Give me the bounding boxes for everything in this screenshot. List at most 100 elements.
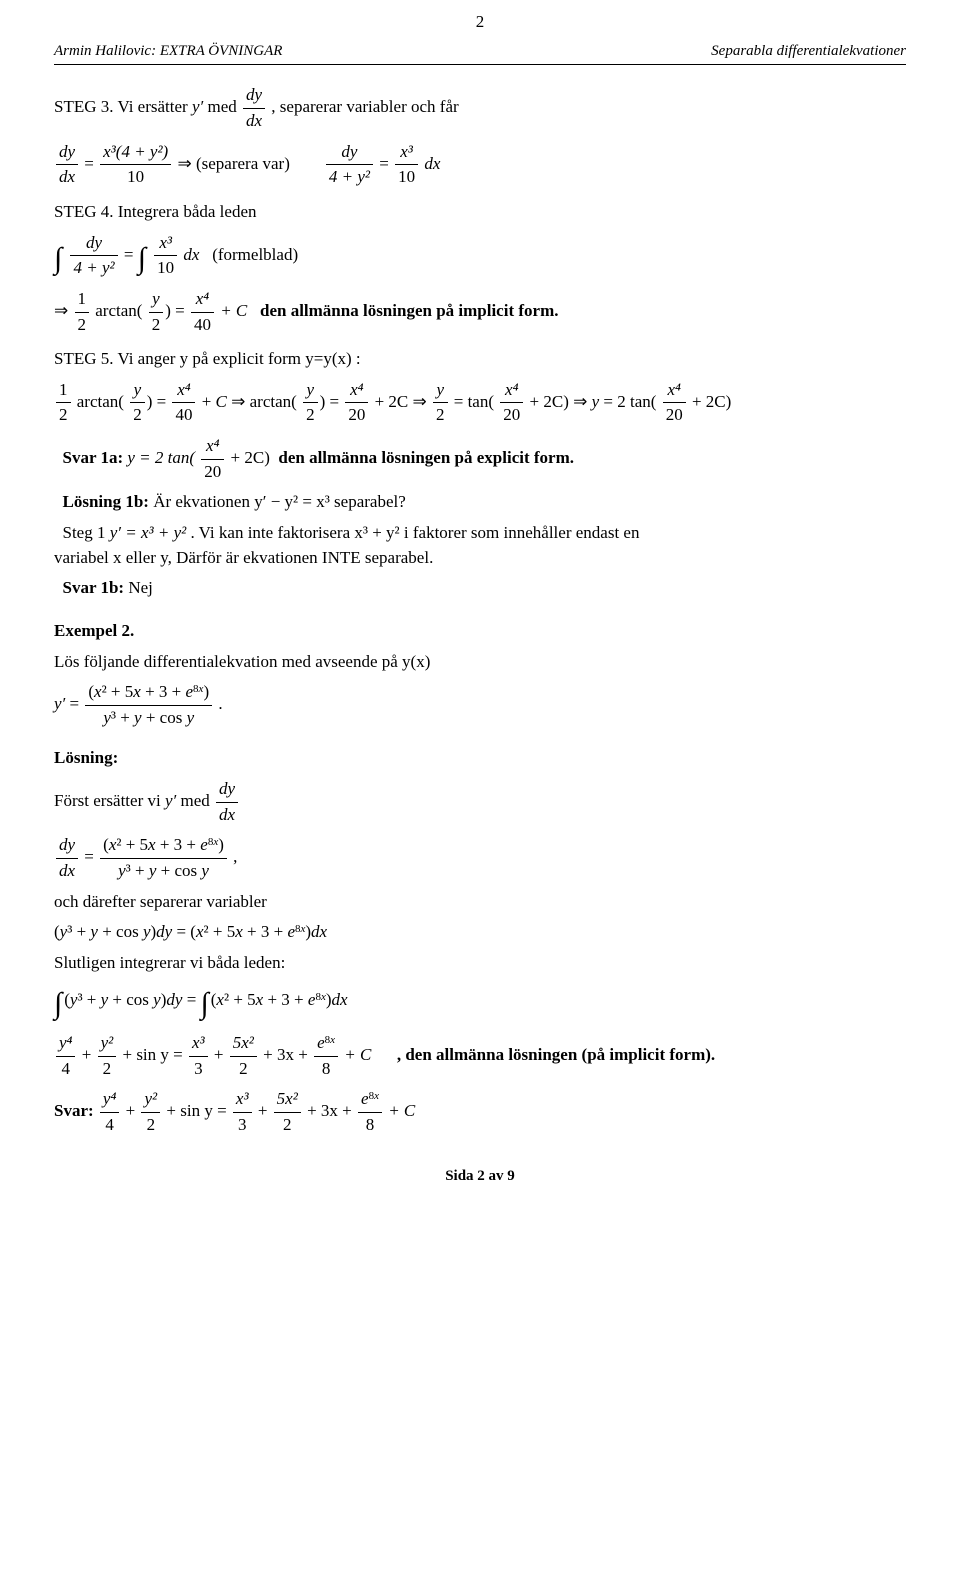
- den: 20: [663, 403, 686, 428]
- num: dy: [326, 140, 373, 166]
- page-number-top: 2: [54, 10, 906, 35]
- x3-3: x³ 3: [233, 1087, 252, 1137]
- losning-sep-line: och därefter separerar variabler: [54, 890, 906, 915]
- den: 3: [189, 1057, 208, 1082]
- frac: x³ 10: [154, 231, 177, 281]
- header-left: Armin Halilovic: EXTRA ÖVNINGAR: [54, 41, 282, 63]
- implicit-phrase: den allmänna lösningen på implicit form.: [260, 301, 558, 320]
- den: 4: [56, 1057, 75, 1082]
- den: 2: [56, 403, 71, 428]
- steg5-chain: 1 2 arctan( y 2 ) = x⁴ 40 + C ⇒ arctan( …: [54, 378, 906, 428]
- big-frac: (x² + 5x + 3 + e8x) y³ + y + cos y: [85, 680, 212, 730]
- num: y⁴: [100, 1087, 119, 1113]
- header-rule: [54, 64, 906, 65]
- integral-icon: ∫: [54, 242, 62, 275]
- y2: y 2: [303, 378, 318, 428]
- suffix: + 2C): [231, 448, 270, 467]
- num: y²: [98, 1031, 117, 1057]
- num: 5x²: [230, 1031, 257, 1057]
- frac: x³(4 + y²) 10: [100, 140, 171, 190]
- integral-icon: ∫: [138, 242, 146, 275]
- period: .: [218, 694, 222, 713]
- steg4-result: ⇒ 1 2 arctan( y 2 ) = x⁴ 40 + C den allm…: [54, 287, 906, 337]
- line2: variabel x eller y, Därför är ekvationen…: [54, 548, 433, 567]
- exempel2-title: Exempel 2.: [54, 619, 906, 644]
- den: 2: [98, 1057, 117, 1082]
- half: 1 2: [56, 378, 71, 428]
- num: e8x: [314, 1031, 338, 1057]
- steg5-title: STEG 5. Vi anger y på explicit form y=y(…: [54, 347, 906, 372]
- den: dx: [243, 109, 265, 134]
- rest: . Vi kan inte faktorisera x³ + y² i fakt…: [190, 523, 639, 542]
- siny: sin y: [136, 1045, 169, 1064]
- comma: ,: [233, 847, 237, 866]
- dy-dx: dy dx: [216, 777, 238, 827]
- num: x³: [395, 140, 418, 166]
- y2: y 2: [433, 378, 448, 428]
- svar-final: Svar: y⁴ 4 + y² 2 + sin y = x³ 3 + 5x² 2…: [54, 1087, 906, 1137]
- num: dy: [56, 833, 78, 859]
- num: x⁴: [500, 378, 523, 404]
- den: 10: [100, 165, 171, 190]
- num: dy: [216, 777, 238, 803]
- arctan: arctan(: [250, 392, 297, 411]
- e8x-8: e8x 8: [314, 1031, 338, 1081]
- steg3-eq: dy dx = x³(4 + y²) 10 ⇒ (separera var) d…: [54, 140, 906, 190]
- num: dy: [56, 140, 78, 166]
- integral-icon: ∫: [201, 987, 209, 1020]
- twoC: 2C: [706, 392, 726, 411]
- svar-1b: Svar 1b: Nej: [54, 576, 906, 601]
- den: 2: [274, 1113, 301, 1138]
- header-right: Separabla differentialekvationer: [711, 41, 906, 63]
- losning-result: y⁴ 4 + y² 2 + sin y = x³ 3 + 5x² 2 + 3x …: [54, 1031, 906, 1081]
- num: x³: [233, 1087, 252, 1113]
- num: 1: [75, 287, 90, 313]
- den: 10: [154, 256, 177, 281]
- frac: dy 4 + y²: [326, 140, 373, 190]
- num: x³: [154, 231, 177, 257]
- frac: dy dx: [56, 140, 78, 190]
- threex: 3x: [277, 1045, 294, 1064]
- den: y³ + y + cos y: [100, 859, 227, 884]
- den: 40: [172, 403, 195, 428]
- label: Svar 1b:: [63, 578, 129, 597]
- den: 4 + y²: [70, 256, 117, 281]
- 5x2-2: 5x² 2: [274, 1087, 301, 1137]
- num: x⁴: [191, 287, 214, 313]
- losning-first: Först ersätter vi y′ med dy dx: [54, 777, 906, 827]
- e8x-8: e8x 8: [358, 1087, 382, 1137]
- y2-2: y² 2: [98, 1031, 117, 1081]
- dx: dx: [424, 154, 440, 173]
- svar-label: Svar:: [54, 1101, 94, 1120]
- den: 20: [345, 403, 368, 428]
- y2: y 2: [130, 378, 145, 428]
- den: 2: [433, 403, 448, 428]
- y4-4: y⁴ 4: [56, 1031, 75, 1081]
- den: 10: [395, 165, 418, 190]
- text: STEG 3. Vi ersätter: [54, 97, 192, 116]
- x3-3: x³ 3: [189, 1031, 208, 1081]
- pref: Steg 1: [63, 523, 110, 542]
- losning-int-line: Slutligen integrerar vi båda leden:: [54, 951, 906, 976]
- plusC: + C: [388, 1101, 415, 1120]
- siny: sin y: [180, 1101, 213, 1120]
- den: 4: [100, 1113, 119, 1138]
- page-footer: Sida 2 av 9: [54, 1166, 906, 1188]
- eq: y = 2 tan(: [127, 448, 195, 467]
- num: dy: [243, 83, 265, 109]
- frac: x³ 10: [395, 140, 418, 190]
- steg4-title: STEG 4. Integrera båda leden: [54, 200, 906, 225]
- num: (x² + 5x + 3 + e8x): [85, 680, 212, 706]
- y2-2: y² 2: [141, 1087, 160, 1137]
- num: x⁴: [663, 378, 686, 404]
- big-frac: (x² + 5x + 3 + e8x) y³ + y + cos y: [100, 833, 227, 883]
- num: x³: [189, 1031, 208, 1057]
- losning-title: Lösning:: [54, 746, 906, 771]
- den: 2: [230, 1057, 257, 1082]
- den: 20: [500, 403, 523, 428]
- exempel2-intro: Lös följande differentialekvation med av…: [54, 650, 906, 675]
- den: 20: [201, 460, 224, 485]
- num: x⁴: [345, 378, 368, 404]
- den: 2: [141, 1113, 160, 1138]
- num: 1: [56, 378, 71, 404]
